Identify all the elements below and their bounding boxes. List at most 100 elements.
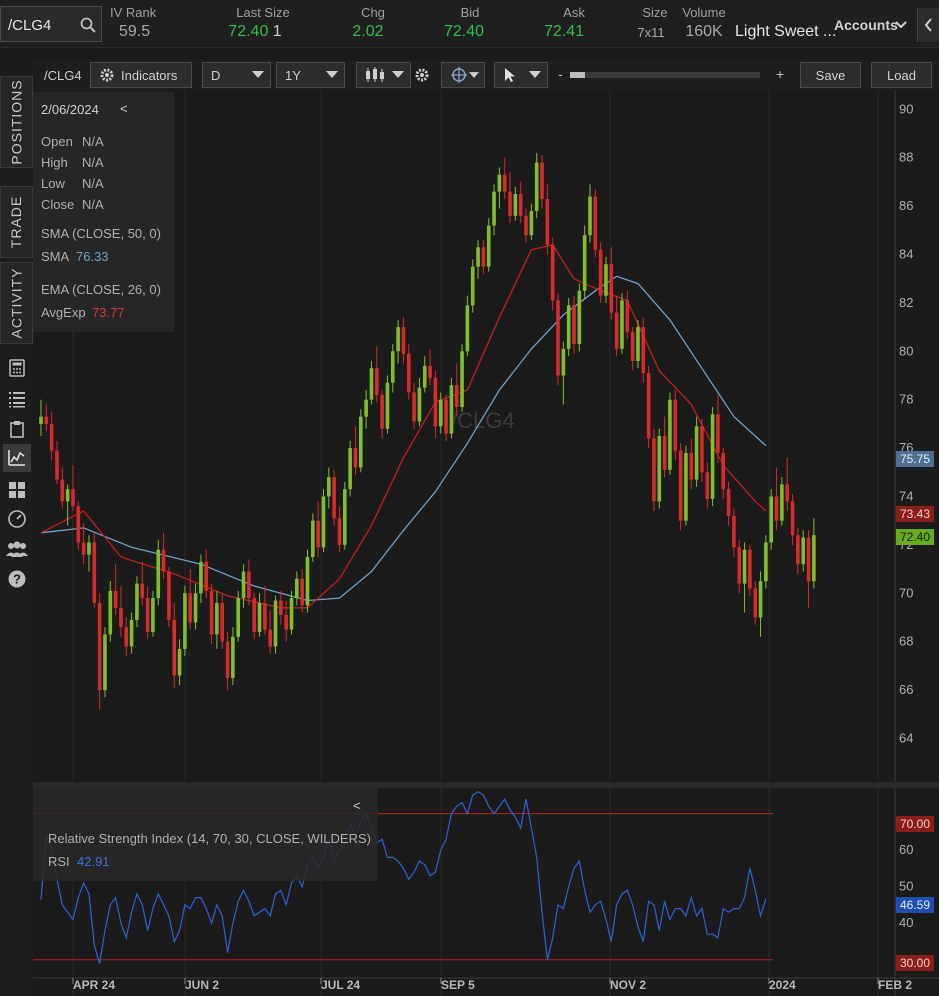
volume: Volume 160K <box>681 5 727 41</box>
calculator-icon[interactable] <box>7 358 27 378</box>
candle-body <box>556 300 560 376</box>
price-tick-label: 68 <box>899 634 913 649</box>
close-value: N/A <box>82 197 104 212</box>
interval-value: D <box>211 67 221 83</box>
accounts-expand-button[interactable] <box>917 8 939 42</box>
tab-activity[interactable]: ACTIVITY <box>0 262 33 344</box>
candle-body <box>710 414 715 499</box>
candle-body <box>49 423 54 451</box>
settings-icon[interactable] <box>414 67 430 83</box>
ask: Ask 72.41 <box>542 5 586 41</box>
candle-body <box>145 598 150 632</box>
zoom-out-button[interactable]: - <box>558 66 563 82</box>
zoom-slider[interactable] <box>570 72 760 78</box>
low-value: N/A <box>82 176 104 191</box>
candle-body <box>428 365 432 378</box>
candle-body <box>716 414 720 453</box>
save-button[interactable]: Save <box>800 62 861 88</box>
candle-body <box>513 194 518 216</box>
crosshair-select[interactable] <box>441 62 485 88</box>
candle-body <box>156 549 161 599</box>
candle-body <box>550 244 555 301</box>
candle-body <box>353 448 358 468</box>
candle-body <box>140 583 145 599</box>
candle-body <box>188 593 193 623</box>
candle-body <box>662 436 667 470</box>
accounts-label[interactable]: Accounts <box>834 17 898 33</box>
candle-body <box>700 426 704 473</box>
candle-body <box>582 235 587 291</box>
range-value: 1Y <box>285 67 301 83</box>
candle-body <box>694 426 699 480</box>
candle-body <box>364 399 368 417</box>
crosshair-icon <box>451 67 467 83</box>
candle-body <box>577 290 582 345</box>
tab-trade[interactable]: TRADE <box>0 186 33 258</box>
range-select[interactable]: 1Y <box>276 62 345 88</box>
candle-body <box>438 399 443 427</box>
candle-body <box>60 479 65 502</box>
search-icon[interactable] <box>79 16 97 34</box>
info-collapse-button[interactable]: < <box>120 101 128 116</box>
data-box: 2/06/2024 < Open N/A High N/A Low N/A Cl… <box>33 92 174 332</box>
change-value: 2.02 <box>352 23 384 40</box>
rsi-collapse-button[interactable]: < <box>353 798 361 813</box>
last-size: Last Size 72.40 1 <box>210 5 300 41</box>
size: Size 7x11 <box>634 5 668 40</box>
chart-tab-active[interactable] <box>3 444 31 472</box>
volume-label: Volume <box>682 5 726 20</box>
bid: Bid 72.40 <box>442 5 486 41</box>
zoom-slider-thumb[interactable] <box>570 72 586 78</box>
clipboard-icon[interactable] <box>7 419 27 439</box>
left-sidebar: POSITIONS TRADE ACTIVITY ? <box>0 72 33 996</box>
price-tick-label: 64 <box>899 730 913 745</box>
grid-icon[interactable] <box>7 480 27 500</box>
candle-body <box>44 416 49 424</box>
symbol-input[interactable]: /CLG4 <box>0 6 102 42</box>
help-icon[interactable]: ? <box>7 569 27 589</box>
load-button[interactable]: Load <box>871 62 932 88</box>
indicators-button[interactable]: Indicators <box>90 62 192 88</box>
speedometer-icon[interactable] <box>7 509 27 529</box>
candle-body <box>401 327 406 354</box>
candle-body <box>449 385 454 434</box>
caret-down-icon <box>326 71 338 78</box>
candle-body <box>684 452 688 521</box>
tab-positions[interactable]: POSITIONS <box>0 76 33 168</box>
change-label: Chg <box>361 5 385 20</box>
ema-value: 73.77 <box>92 305 125 320</box>
list-icon[interactable] <box>7 389 27 409</box>
size-value: 7x11 <box>637 25 665 40</box>
candle-body <box>343 489 347 545</box>
price-tick-label: 88 <box>899 150 913 165</box>
last-size-label: Last Size <box>236 5 290 20</box>
gear-icon <box>100 68 114 82</box>
candle-body <box>97 602 102 691</box>
interval-select[interactable]: D <box>202 62 271 88</box>
sma-line <box>40 275 767 602</box>
candle-body <box>247 571 251 599</box>
moving-averages <box>40 244 767 609</box>
candle-body <box>678 450 683 521</box>
candle-body <box>652 438 656 502</box>
time-tick-label: SEP 5 <box>441 978 475 992</box>
candle-body <box>406 353 411 393</box>
candle-body <box>732 515 736 548</box>
chevron-down-icon[interactable] <box>890 14 912 36</box>
people-icon[interactable] <box>5 539 29 559</box>
candle-body <box>545 198 550 245</box>
price-chart[interactable]: /CLG4 6466687072747678808284868890 40506… <box>33 90 939 996</box>
candle-body <box>263 602 267 630</box>
chart-style-select[interactable] <box>356 62 411 88</box>
candle-body <box>252 598 256 632</box>
candle-body <box>454 385 459 407</box>
candle-body <box>566 305 571 349</box>
pointer-select[interactable] <box>494 62 548 88</box>
candle-body <box>630 331 635 361</box>
candle-body <box>327 477 331 497</box>
price-tick-label: 66 <box>899 682 913 697</box>
zoom-in-button[interactable]: + <box>776 66 785 82</box>
candle-body <box>204 561 209 591</box>
candle-body <box>668 399 672 470</box>
price-tick-label: 82 <box>899 295 913 310</box>
